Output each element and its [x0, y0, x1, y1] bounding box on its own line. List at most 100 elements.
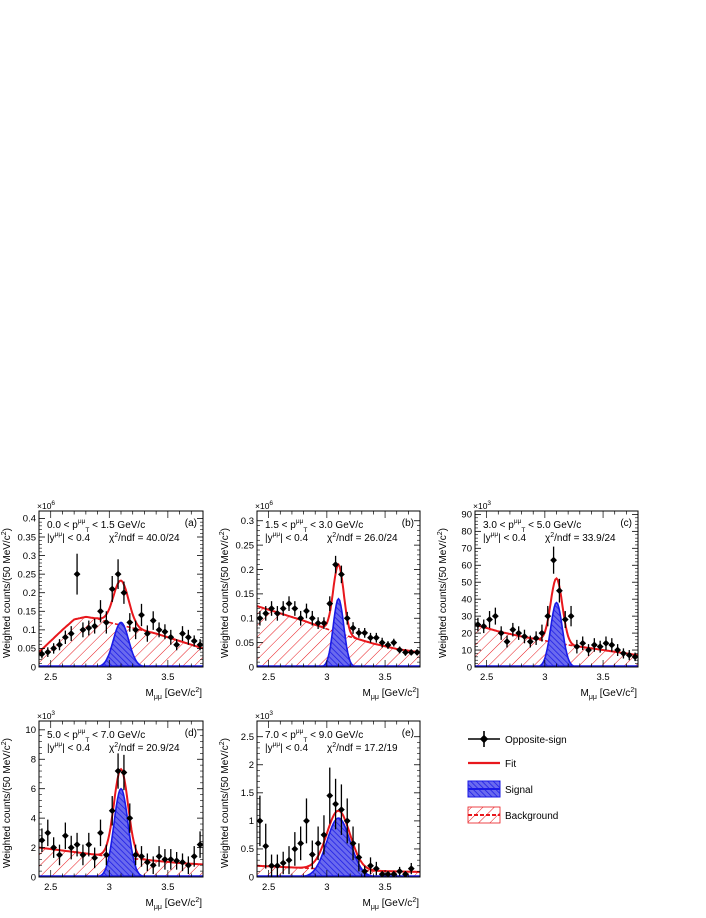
- data-point: [108, 576, 116, 602]
- x-axis-title-part: ]: [199, 688, 202, 699]
- data-point: [102, 844, 110, 866]
- chi2-label-part: 2: [332, 532, 336, 539]
- data-point: [320, 617, 328, 629]
- data-point: [303, 603, 310, 619]
- y-axis-title-part: 2: [1, 741, 8, 745]
- data-point-marker: [390, 639, 398, 647]
- y-tick-label: 0: [31, 662, 36, 673]
- y-tick-label: 80: [461, 527, 472, 538]
- data-point-marker: [97, 607, 104, 615]
- data-point-marker: [262, 609, 270, 617]
- rapidity-label-part: μμ: [55, 531, 63, 538]
- signal-line: [538, 601, 576, 667]
- data-point-marker: [108, 585, 116, 593]
- chi2-label-part: /ndf = 40.0/24: [118, 533, 180, 544]
- data-point-marker: [349, 839, 357, 847]
- data-point-marker: [332, 800, 339, 808]
- data-point-marker: [497, 629, 505, 637]
- x-tick-label: 3: [542, 672, 547, 683]
- y-tick-label: 0.15: [18, 607, 37, 618]
- y-axis-title-part: 2: [219, 741, 226, 745]
- data-point: [262, 606, 270, 621]
- legend: Opposite-sign Fit Signal Background: [467, 731, 567, 824]
- data-point: [361, 865, 369, 877]
- data-point-marker: [120, 769, 128, 776]
- legend-label-signal: Signal: [505, 785, 533, 796]
- x-axis-title-part: μμ: [371, 694, 379, 701]
- y-axis-title-part: Weighted counts/(50 MeV/c: [438, 535, 449, 658]
- data-point: [132, 620, 140, 640]
- y-tick-label: 0.1: [23, 625, 36, 636]
- data-point: [497, 626, 505, 640]
- data-point-marker: [579, 639, 587, 647]
- y-tick-label: 0.05: [236, 638, 255, 649]
- data-point: [179, 626, 186, 641]
- data-point: [372, 632, 380, 643]
- data-point: [338, 784, 345, 835]
- x-tick-label: 3: [107, 672, 112, 683]
- data-point-marker: [491, 612, 499, 620]
- rapidity-label-part: | < 0.4: [280, 743, 308, 754]
- y-tick-label: 2: [249, 760, 254, 771]
- x-axis-title-part: μμ: [154, 904, 162, 911]
- data-point: [567, 605, 575, 627]
- data-point: [402, 648, 409, 656]
- data-point-marker: [308, 614, 316, 622]
- data-point: [167, 629, 175, 645]
- x-axis-title-part: M: [581, 688, 589, 699]
- y-axis-title-part: 2: [1, 531, 8, 535]
- pt-range-label-part: μμ: [78, 728, 86, 735]
- data-point: [332, 555, 339, 574]
- x-tick-label: 2.5: [44, 672, 57, 683]
- plot-area: [39, 753, 203, 877]
- x-tick-label: 3: [324, 882, 329, 893]
- data-point-marker: [273, 862, 281, 870]
- y-exponent: ×106: [255, 500, 273, 511]
- x-axis-title-part: [GeV/c: [379, 898, 412, 909]
- data-point-marker: [79, 626, 87, 634]
- chi2-label: χ2/ndf = 40.0/24: [109, 532, 180, 544]
- data-point-marker: [161, 628, 169, 636]
- data-point-marker: [407, 865, 415, 872]
- data-point-marker: [567, 612, 575, 620]
- pt-range-label: 3.0 < pμμ T < 5.0 GeV/c: [483, 518, 581, 534]
- x-axis-title: Mμμ [GeV/c2]: [146, 897, 203, 911]
- data-point-marker: [291, 845, 299, 853]
- data-point-marker: [114, 767, 122, 775]
- pt-range-label-part: < 1.5 GeV/c: [89, 520, 145, 531]
- pt-range-label-part: T: [85, 527, 89, 534]
- plot-area: [257, 555, 420, 667]
- x-tick-label: 2.5: [480, 672, 493, 683]
- pt-range-label-part: < 5.0 GeV/c: [525, 520, 581, 531]
- y-tick-label: 10: [461, 645, 472, 656]
- pt-range-label-part: μμ: [296, 728, 304, 735]
- chi2-label-part: 2: [114, 532, 118, 539]
- data-point: [338, 565, 345, 584]
- data-point: [361, 628, 369, 638]
- panel-tag: (e): [402, 728, 414, 739]
- data-point: [184, 856, 192, 875]
- data-point: [608, 638, 616, 652]
- data-point: [509, 622, 517, 637]
- data-point-marker: [268, 862, 275, 870]
- data-point-marker: [285, 600, 293, 608]
- y-tick-label: 10: [25, 725, 36, 736]
- data-point: [308, 840, 316, 869]
- chi2-label-part: /ndf = 33.9/24: [554, 533, 616, 544]
- data-point-marker: [343, 817, 351, 825]
- data-point: [503, 635, 511, 648]
- data-point-marker: [402, 870, 409, 877]
- data-point: [273, 606, 281, 621]
- pt-range-label-part: < 3.0 GeV/c: [307, 520, 363, 531]
- data-point-marker: [308, 851, 316, 858]
- data-point: [61, 630, 69, 644]
- data-point: [407, 862, 415, 875]
- data-point: [120, 754, 128, 791]
- data-point-marker: [338, 570, 345, 578]
- data-point-marker: [61, 832, 69, 840]
- pt-range-label-part: 3.0 < p: [483, 520, 514, 531]
- data-point-marker: [190, 853, 198, 860]
- legend-item-background: Background: [467, 806, 558, 824]
